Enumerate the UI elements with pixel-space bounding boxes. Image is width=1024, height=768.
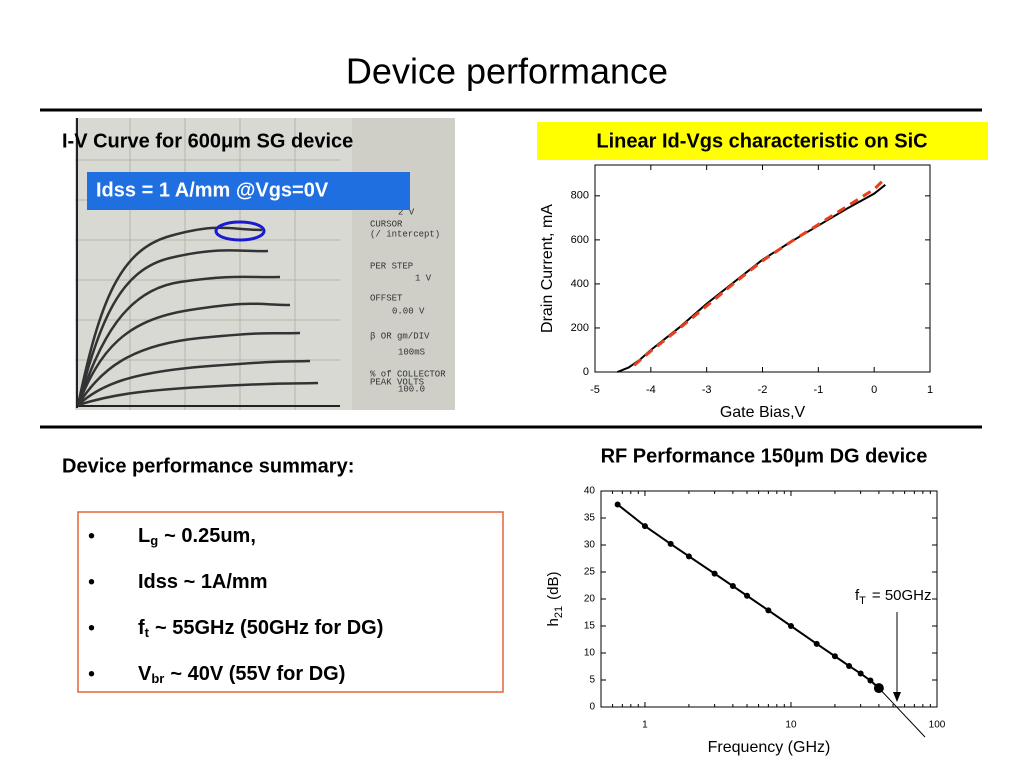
- plot-frame: [594, 164, 931, 373]
- x-tick-label: 100: [929, 720, 946, 731]
- text-rest: ~ 40V (55V for DG): [170, 663, 345, 685]
- y-tick-label: 0: [583, 366, 589, 378]
- bullet: •: [88, 571, 95, 593]
- callout: Idss = 1 A/mm @Vgs=0V: [96, 179, 329, 201]
- y-tick-label: 30: [584, 540, 596, 551]
- slide-title: Device performance: [346, 51, 668, 92]
- data-point: [846, 662, 853, 669]
- y-tick-label: 200: [571, 322, 589, 334]
- bullet: •: [88, 525, 95, 547]
- x-tick-label: -3: [702, 384, 712, 396]
- data-point: [685, 553, 692, 560]
- rich-text: h21 (dB): [545, 572, 565, 627]
- scope-label: 0.00 V: [392, 306, 425, 316]
- text-rest: = 50GHz: [872, 587, 932, 604]
- arrow-head: [893, 692, 901, 702]
- data-point: [765, 607, 772, 614]
- text-rest: ~ 0.25um,: [164, 525, 256, 547]
- scope-label: OFFSET: [370, 293, 403, 303]
- subscript: t: [145, 625, 150, 640]
- subscript: br: [151, 671, 164, 686]
- summary-list: • Lg ~ 0.25um, • Idss ~ 1A/mm • ft ~ 55GHz (50G…: [88, 525, 383, 686]
- scope-label: β OR gm/DIV: [370, 331, 430, 341]
- data-point: [667, 540, 674, 547]
- y-tick-label: 15: [584, 621, 596, 632]
- series-line: [633, 177, 887, 367]
- text-rest: ~ 55GHz (50GHz for DG): [155, 617, 383, 639]
- data-point: [729, 583, 736, 590]
- text-main: f: [138, 617, 145, 639]
- x-tick-label: -5: [590, 384, 600, 396]
- text-rest: (dB): [545, 572, 562, 600]
- scope-label: CURSOR: [370, 219, 403, 229]
- x-tick-label: 1: [642, 720, 648, 731]
- chart-title: RF Performance 150μm DG device: [601, 445, 928, 467]
- y-tick-label: 10: [584, 648, 596, 659]
- x-tick-label: 1: [927, 384, 933, 396]
- subscript: 21: [553, 606, 565, 618]
- y-tick-label: 35: [584, 513, 596, 524]
- chart-title: Linear Id-Vgs characteristic on SiC: [596, 130, 927, 152]
- text-main: f: [855, 587, 860, 604]
- bullet: •: [88, 617, 95, 639]
- x-tick-label: 0: [871, 384, 877, 396]
- y-tick-label: 400: [571, 278, 589, 290]
- chart: -5 -4 -3 -2 -1 0 1 0 200 400 600 800 Gate Bias,V Drai…: [539, 164, 933, 421]
- scope-label: PER STEP: [370, 261, 413, 271]
- data-point: [641, 523, 648, 530]
- data-point: [831, 653, 838, 660]
- data-point: [614, 501, 621, 508]
- y-tick-label: 0: [589, 702, 595, 713]
- y-tick-label: 40: [584, 486, 596, 497]
- rich-text: Vbr ~ 40V (55V for DG): [138, 663, 345, 686]
- scope-label: 1 V: [415, 273, 432, 283]
- iv-photo: [75, 118, 455, 410]
- summary-heading: Device performance summary:: [62, 455, 354, 477]
- y-tick-label: 800: [571, 190, 589, 202]
- x-tick-label: -1: [813, 384, 823, 396]
- y-tick-label: 25: [584, 567, 596, 578]
- rich-text: ft ~ 55GHz (50GHz for DG): [138, 617, 383, 640]
- text-main: Idss ~ 1A/mm: [138, 571, 268, 593]
- y-axis-label: Drain Current, mA: [539, 204, 556, 333]
- x-axis-label: Frequency (GHz): [708, 739, 831, 756]
- x-tick-label: -2: [758, 384, 768, 396]
- text-main: V: [138, 663, 152, 685]
- text-main: h: [545, 618, 562, 626]
- x-tick-label: -4: [646, 384, 656, 396]
- rich-text: Idss ~ 1A/mm: [138, 571, 268, 593]
- rich-text: Lg ~ 0.25um,: [138, 525, 256, 548]
- text-main: L: [138, 525, 150, 547]
- scope-label: PEAK VOLTS: [370, 377, 424, 387]
- rich-text: fT = 50GHz: [855, 587, 932, 607]
- x-tick-label: 10: [785, 720, 797, 731]
- callout-box: [87, 172, 410, 210]
- y-tick-label: 5: [589, 675, 595, 686]
- x-axis-label: Gate Bias,V: [720, 404, 806, 421]
- scope-label: (/ intercept): [370, 229, 440, 239]
- data-point: [857, 670, 864, 677]
- y-tick-label: 20: [584, 594, 596, 605]
- scope-label: 100mS: [398, 347, 425, 357]
- scope-label: 100.0: [398, 384, 425, 394]
- scope-label: 2 V: [398, 207, 415, 217]
- data-point: [744, 592, 751, 599]
- iv-heading: I-V Curve for 600μm SG device: [62, 130, 353, 152]
- y-tick-label: 600: [571, 234, 589, 246]
- scope-label: % of COLLECTOR: [370, 369, 446, 379]
- data-point: [787, 623, 794, 629]
- chart: 1 10 100 0 5 10 15 20 25 30 35 40 Frequency (GHz) h21…: [545, 486, 946, 757]
- subscript: g: [150, 533, 158, 548]
- extrapolation: [878, 687, 926, 738]
- chart-title-box: [537, 122, 988, 160]
- summary-box: [77, 511, 504, 693]
- data-point: [813, 640, 820, 647]
- data-point: [711, 570, 718, 577]
- data-point: [867, 677, 874, 684]
- bullet: •: [88, 663, 95, 685]
- subscript: T: [859, 595, 866, 607]
